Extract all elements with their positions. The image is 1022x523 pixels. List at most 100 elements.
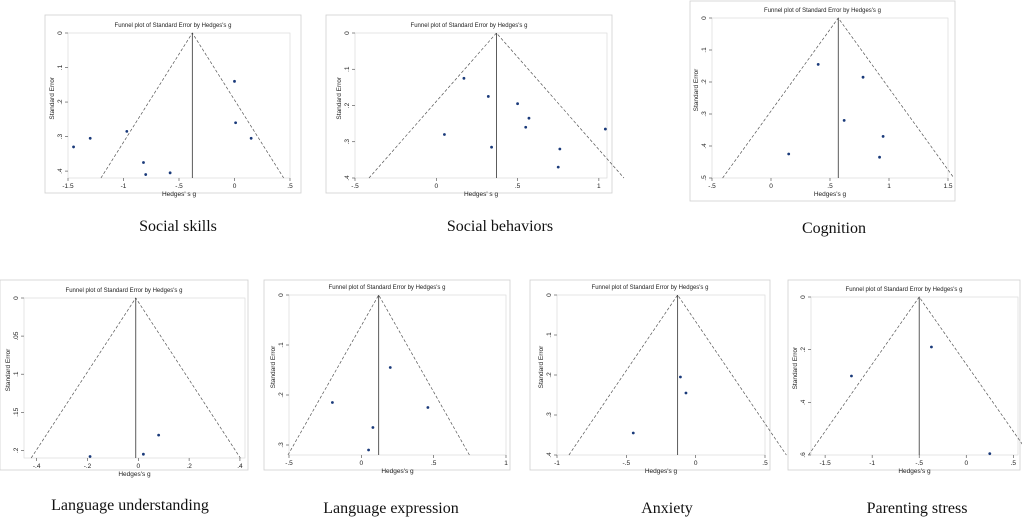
x-tick-label: .5 [827, 183, 833, 190]
x-tick-label: -.5 [351, 183, 359, 190]
y-tick-label: .2 [701, 79, 708, 85]
study-point [516, 102, 519, 106]
study-point [233, 79, 236, 83]
study-point [88, 455, 92, 458]
study-point [558, 147, 562, 151]
y-tick-label: .6 [800, 452, 807, 458]
y-tick-label: .2 [344, 102, 351, 108]
y-tick-label: 0 [701, 16, 708, 20]
study-point [524, 125, 528, 129]
y-tick-label: .1 [57, 64, 64, 70]
study-point [878, 155, 881, 159]
study-point [371, 426, 375, 429]
y-tick-label: .2 [13, 447, 20, 453]
x-tick-label: 0 [694, 460, 698, 467]
study-point [556, 165, 560, 169]
y-tick-label: .3 [701, 111, 708, 117]
study-point [388, 366, 392, 369]
plot-area [810, 296, 1019, 456]
y-tick-label: 0 [344, 31, 351, 35]
x-tick-label: -1 [554, 460, 560, 467]
y-axis-label: Standard Error [693, 68, 700, 111]
study-point [490, 145, 493, 149]
x-tick-label: -1.5 [820, 460, 832, 467]
y-tick-label: .1 [344, 66, 351, 72]
x-tick-label: -.5 [175, 183, 183, 190]
chart-title: Funnel plot of Standard Error by Hedges'… [115, 23, 232, 29]
y-tick-label: .3 [546, 412, 553, 418]
panel-frame [787, 279, 1021, 471]
y-tick-label: .5 [701, 175, 708, 181]
x-tick-label: 1 [504, 460, 508, 467]
x-tick-label: .5 [762, 460, 768, 467]
study-point [631, 431, 635, 435]
y-tick-label: .4 [701, 143, 708, 149]
y-tick-label: .2 [278, 392, 285, 398]
x-tick-label: -.5 [623, 460, 631, 467]
x-axis-label: Hedges's g [814, 191, 847, 198]
y-tick-label: .3 [344, 139, 351, 145]
panel-caption: Language understanding [51, 497, 209, 514]
x-tick-label: -.5 [708, 183, 716, 190]
x-tick-label: 1 [597, 183, 601, 190]
funnel-limits [568, 294, 787, 456]
study-point [125, 129, 129, 133]
panel-frame [325, 14, 613, 194]
study-point [679, 375, 682, 379]
y-tick-label: 0 [13, 296, 20, 300]
study-point [168, 171, 172, 175]
chart-title: Funnel plot of Standard Error by Hedges'… [411, 23, 528, 29]
y-tick-label: 0 [800, 295, 807, 299]
y-axis-label: Standard Error [270, 345, 277, 388]
x-tick-label: 0 [136, 463, 140, 470]
study-point [930, 345, 933, 349]
x-tick-label: 0 [233, 183, 237, 190]
y-tick-label: .4 [57, 168, 64, 174]
y-tick-label: .4 [344, 175, 351, 181]
x-tick-label: .5 [1011, 460, 1017, 467]
x-axis-label: Hedges's g [118, 471, 151, 478]
x-tick-label: 0 [360, 460, 364, 467]
panel-caption: Language expression [323, 500, 459, 517]
y-tick-label: .2 [57, 99, 64, 105]
panel-frame [44, 14, 302, 194]
y-axis-label: Standard Error [49, 76, 56, 119]
y-tick-label: 0 [57, 31, 64, 35]
plot-area [288, 294, 507, 456]
study-point [426, 406, 430, 409]
x-tick-label: -.2 [84, 463, 92, 470]
x-tick-label: -1 [121, 183, 127, 190]
study-point [331, 401, 334, 404]
y-tick-label: .1 [701, 47, 708, 53]
study-point [141, 452, 145, 456]
study-point [850, 374, 853, 378]
study-point [861, 75, 865, 79]
study-point [842, 119, 846, 122]
x-tick-label: 0 [434, 183, 438, 190]
x-axis-label: Hedges' s g [162, 191, 197, 198]
y-tick-label: .15 [13, 407, 20, 416]
study-point [157, 433, 161, 437]
study-point [367, 448, 370, 452]
x-tick-label: -1 [869, 460, 875, 467]
panel-frame [689, 0, 956, 202]
plot-area [23, 297, 246, 459]
y-tick-label: .4 [800, 399, 807, 405]
study-point [88, 136, 92, 140]
y-tick-label: 0 [546, 293, 553, 297]
x-tick-label: -.5 [915, 460, 923, 467]
chart-title: Funnel plot of Standard Error by Hedges'… [846, 287, 963, 293]
y-tick-label: .1 [278, 342, 285, 348]
y-tick-label: .1 [546, 332, 553, 338]
x-tick-label: .5 [287, 183, 293, 190]
study-point [144, 173, 148, 176]
y-axis-label: Standard Error [336, 76, 343, 119]
y-tick-label: .3 [57, 133, 64, 139]
y-axis-label: Standard Error [792, 346, 799, 389]
